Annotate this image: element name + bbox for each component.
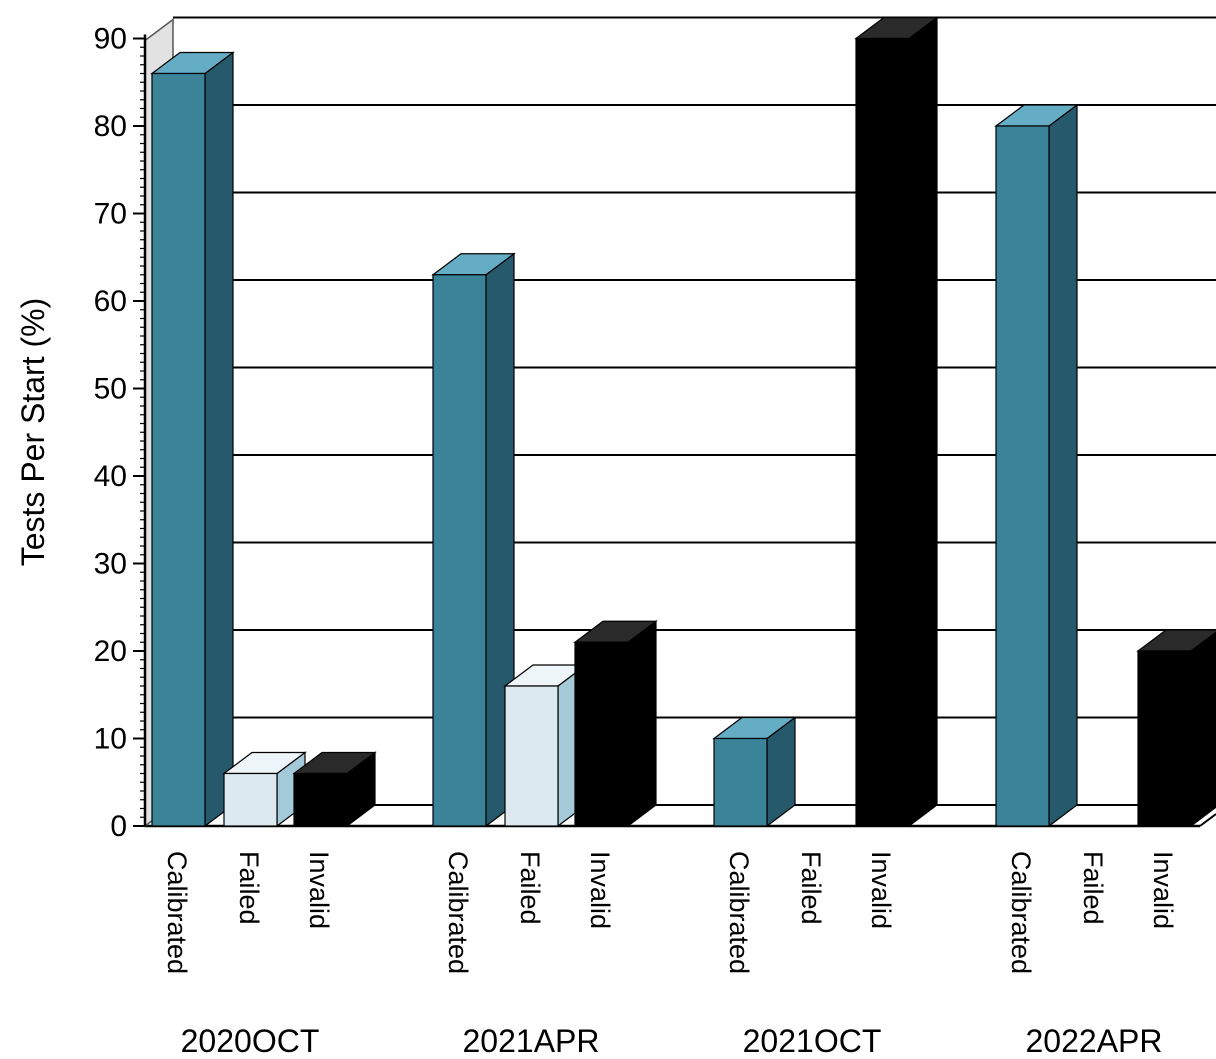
bar-side xyxy=(1190,631,1216,828)
y-tick-label: 90 xyxy=(94,23,127,56)
y-tick-label: 40 xyxy=(94,460,127,493)
category-label: Invalid xyxy=(304,851,334,929)
y-tick-label: 60 xyxy=(94,285,127,318)
group-label: 2021APR xyxy=(463,1023,600,1059)
bar xyxy=(854,16,939,828)
category-label: Calibrated xyxy=(443,851,473,974)
bars-layer xyxy=(150,16,1216,828)
category-label: Invalid xyxy=(866,851,896,929)
bar xyxy=(573,620,658,828)
baseline-corner xyxy=(1199,813,1216,827)
y-tick-label: 50 xyxy=(94,373,127,406)
bar xyxy=(503,663,588,828)
bar xyxy=(994,103,1079,828)
bar-front xyxy=(432,274,487,827)
y-tick-label: 0 xyxy=(110,810,127,843)
category-label: Calibrated xyxy=(1006,851,1036,974)
bar xyxy=(712,716,797,828)
x-axis-labels: Calibrated Failed Invalid 2020OCT Calibrated… xyxy=(162,851,1178,1059)
bar-front xyxy=(293,772,348,827)
floor-panel xyxy=(145,805,1216,826)
bar xyxy=(1136,629,1216,828)
bar-side xyxy=(908,16,938,828)
category-label: Invalid xyxy=(585,851,615,929)
category-label: Invalid xyxy=(1148,851,1178,929)
category-label: Failed xyxy=(234,851,264,925)
bar-front xyxy=(223,772,278,827)
bar xyxy=(150,51,235,828)
y-axis-title: Tests Per Start (%) xyxy=(15,298,51,567)
y-tick-label: 10 xyxy=(94,723,127,756)
bar-front xyxy=(713,737,768,827)
bar-side xyxy=(627,620,657,828)
category-label: Calibrated xyxy=(162,851,192,974)
group-label: 2022APR xyxy=(1026,1023,1163,1059)
category-label: Failed xyxy=(515,851,545,925)
bar-front xyxy=(504,685,559,827)
bar-side xyxy=(1048,103,1078,828)
category-label: Calibrated xyxy=(724,851,754,974)
y-tick-label: 30 xyxy=(94,548,127,581)
y-tick-label: 80 xyxy=(94,110,127,143)
y-tick-label: 20 xyxy=(94,635,127,668)
group-label: 2020OCT xyxy=(181,1023,320,1059)
bar-side xyxy=(204,51,234,828)
y-tick-label: 70 xyxy=(94,198,127,231)
bar-front xyxy=(574,641,629,827)
y-axis: 0 10 20 30 40 50 60 70 80 90 xyxy=(94,23,147,843)
category-label: Failed xyxy=(1078,851,1108,925)
bar xyxy=(431,252,516,828)
bar-front xyxy=(995,125,1050,827)
bar-front xyxy=(151,72,206,827)
bar-front xyxy=(1137,650,1192,827)
group-label: 2021OCT xyxy=(743,1023,882,1059)
category-label: Failed xyxy=(796,851,826,925)
bar xyxy=(292,751,377,828)
bar-front xyxy=(855,37,910,827)
